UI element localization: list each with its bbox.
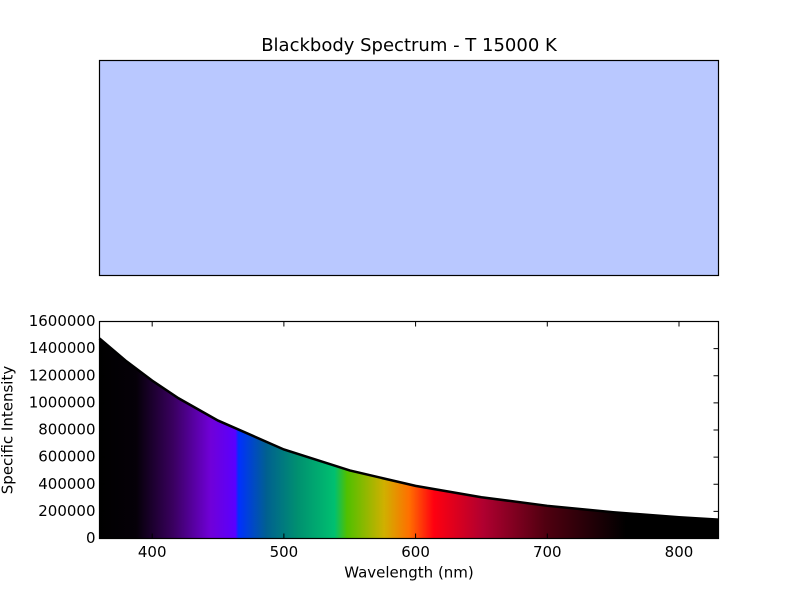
spectrum-line bbox=[98, 337, 719, 521]
y-tick-label: 1200000 bbox=[29, 366, 96, 384]
y-tick-label: 800000 bbox=[38, 421, 95, 439]
spectrum-area bbox=[99, 338, 719, 539]
y-axis-label: Specific Intensity bbox=[0, 366, 17, 495]
color-swatch bbox=[98, 59, 720, 277]
y-tick-label: 1600000 bbox=[29, 312, 96, 330]
y-tick-label: 1000000 bbox=[29, 393, 96, 411]
x-tick-label: 800 bbox=[665, 543, 694, 561]
y-tick-label: 0 bbox=[86, 529, 96, 547]
y-tick-label: 1400000 bbox=[29, 339, 96, 357]
y-tick-label: 200000 bbox=[38, 502, 95, 520]
y-tick-label: 600000 bbox=[38, 448, 95, 466]
x-axis-label: Wavelength (nm) bbox=[344, 564, 474, 582]
x-tick-label: 600 bbox=[401, 543, 430, 561]
y-tick-label: 400000 bbox=[38, 475, 95, 493]
x-tick-label: 500 bbox=[270, 543, 299, 561]
chart-title: Blackbody Spectrum - T 15000 K bbox=[261, 35, 558, 56]
x-tick-label: 400 bbox=[138, 543, 167, 561]
x-tick-label: 700 bbox=[533, 543, 562, 561]
